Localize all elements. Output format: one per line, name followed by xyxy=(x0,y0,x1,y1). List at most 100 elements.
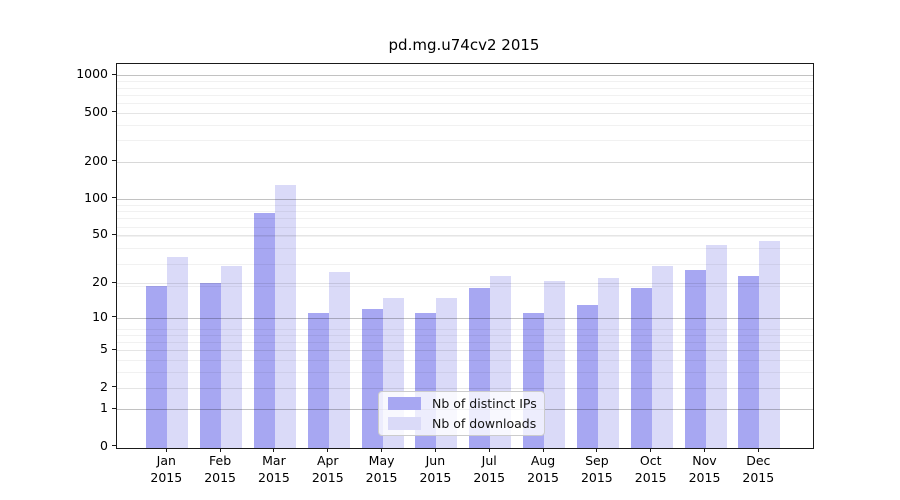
x-tick-mark-9 xyxy=(650,448,652,452)
gridline-minor-4 xyxy=(117,372,813,374)
x-tick-label-year: 2015 xyxy=(419,469,452,485)
legend-swatch-distinct-ips-icon xyxy=(388,397,421,411)
y-tick-label-1000: 1000 xyxy=(76,66,108,82)
bar-distinct-ips-10 xyxy=(684,269,706,448)
x-tick-mark-0 xyxy=(165,448,167,452)
gridline-2 xyxy=(117,387,813,389)
x-tick-label-jan: Jan 2015 xyxy=(134,453,198,486)
y-tick-mark-200 xyxy=(112,160,116,162)
y-tick-label-20: 20 xyxy=(92,274,108,289)
y-tick-mark-100 xyxy=(112,197,116,199)
x-tick-label-year: 2015 xyxy=(365,469,398,485)
y-tick-label-0: 0 xyxy=(100,437,108,453)
bar-distinct-ips-1 xyxy=(200,283,222,448)
x-tick-label-sep: Sep 2015 xyxy=(565,453,629,486)
legend-swatch-downloads-icon xyxy=(388,416,421,430)
y-tick-label-1: 1 xyxy=(100,400,108,416)
x-tick-label-aug: Aug 2015 xyxy=(511,453,575,486)
gridline-minor-70 xyxy=(117,218,813,220)
x-tick-label-jul: Jul 2015 xyxy=(457,453,521,486)
gridline-50 xyxy=(117,235,813,237)
bar-distinct-ips-2 xyxy=(253,213,275,448)
x-tick-label-year: 2015 xyxy=(150,469,183,485)
bar-downloads-0 xyxy=(167,257,189,448)
x-tick-label-nov: Nov 2015 xyxy=(673,453,737,486)
x-tick-label-year: 2015 xyxy=(258,469,290,485)
bar-distinct-ips-9 xyxy=(630,288,652,448)
bar-distinct-ips-8 xyxy=(576,304,598,448)
gridline-minor-600 xyxy=(117,102,813,104)
x-tick-mark-2 xyxy=(273,448,275,452)
gridline-minor-800 xyxy=(117,87,813,89)
gridline-500 xyxy=(117,112,813,114)
y-tick-label-500: 500 xyxy=(84,103,108,119)
x-tick-label-feb: Feb 2015 xyxy=(188,453,252,486)
x-tick-mark-7 xyxy=(542,448,544,452)
legend: Nb of distinct IPs Nb of downloads xyxy=(378,391,545,436)
x-tick-mark-4 xyxy=(381,448,383,452)
gridline-100 xyxy=(117,198,813,200)
y-tick-mark-20 xyxy=(112,281,116,283)
gridline-minor-80 xyxy=(117,211,813,213)
bar-distinct-ips-0 xyxy=(146,285,168,448)
x-tick-label-year: 2015 xyxy=(688,469,721,485)
x-tick-label-dec: Dec 2015 xyxy=(726,453,790,486)
x-tick-mark-10 xyxy=(704,448,705,452)
bar-distinct-ips-11 xyxy=(738,275,760,448)
bar-downloads-3 xyxy=(328,271,350,448)
bar-downloads-11 xyxy=(759,240,781,448)
bar-downloads-8 xyxy=(597,278,619,448)
y-tick-label-2: 2 xyxy=(100,378,108,394)
x-tick-mark-8 xyxy=(596,448,598,452)
x-tick-label-year: 2015 xyxy=(580,469,613,485)
x-tick-mark-1 xyxy=(219,448,221,452)
x-tick-mark-3 xyxy=(327,448,329,452)
bar-downloads-10 xyxy=(705,244,727,448)
x-tick-label-year: 2015 xyxy=(742,469,775,485)
gridline-minor-40 xyxy=(117,248,813,250)
legend-label-downloads: Nb of downloads xyxy=(432,415,537,431)
x-tick-label-may: May 2015 xyxy=(350,453,414,486)
gridline-minor-30 xyxy=(117,263,813,265)
legend-entry-distinct-ips: Nb of distinct IPs xyxy=(385,394,538,414)
x-tick-label-apr: Apr 2015 xyxy=(296,453,360,486)
y-tick-label-50: 50 xyxy=(92,226,108,242)
x-tick-mark-11 xyxy=(757,448,759,452)
bar-downloads-2 xyxy=(274,184,296,448)
gridline-200 xyxy=(117,161,813,163)
y-tick-label-100: 100 xyxy=(84,189,108,205)
bar-downloads-9 xyxy=(651,265,673,448)
y-tick-mark-5 xyxy=(112,348,116,350)
plot-area xyxy=(116,63,814,449)
y-tick-mark-50 xyxy=(112,233,116,235)
gridline-minor-50 xyxy=(117,236,813,238)
y-tick-mark-0 xyxy=(112,445,116,446)
x-tick-label-year: 2015 xyxy=(311,469,344,485)
gridline-5 xyxy=(117,350,813,352)
x-tick-label-oct: Oct 2015 xyxy=(619,453,683,486)
x-tick-label-mar: Mar 2015 xyxy=(242,453,306,486)
y-tick-label-10: 10 xyxy=(92,308,108,324)
legend-label-distinct-ips: Nb of distinct IPs xyxy=(432,396,537,412)
grid-layer xyxy=(117,64,813,448)
x-tick-mark-6 xyxy=(488,448,490,452)
gridline-minor-7 xyxy=(117,342,813,343)
y-tick-mark-1000 xyxy=(112,73,116,75)
y-tick-mark-500 xyxy=(112,111,116,113)
gridline-minor-90 xyxy=(117,204,813,206)
bar-distinct-ips-4 xyxy=(361,308,383,448)
chart-title: pd.mg.u74cv2 2015 xyxy=(388,36,540,54)
gridline-minor-8 xyxy=(117,334,813,336)
y-tick-label-200: 200 xyxy=(84,152,108,168)
x-tick-label-year: 2015 xyxy=(204,469,237,485)
y-tick-label-5: 5 xyxy=(100,341,108,357)
x-tick-label-jun: Jun 2015 xyxy=(403,453,467,486)
gridline-minor-9 xyxy=(117,328,813,330)
legend-entry-downloads: Nb of downloads xyxy=(385,414,538,434)
y-tick-mark-1 xyxy=(112,407,116,409)
gridline-minor-700 xyxy=(117,94,813,96)
x-tick-mark-5 xyxy=(434,448,436,452)
y-tick-mark-2 xyxy=(112,386,116,387)
gridline-1000 xyxy=(117,75,813,77)
